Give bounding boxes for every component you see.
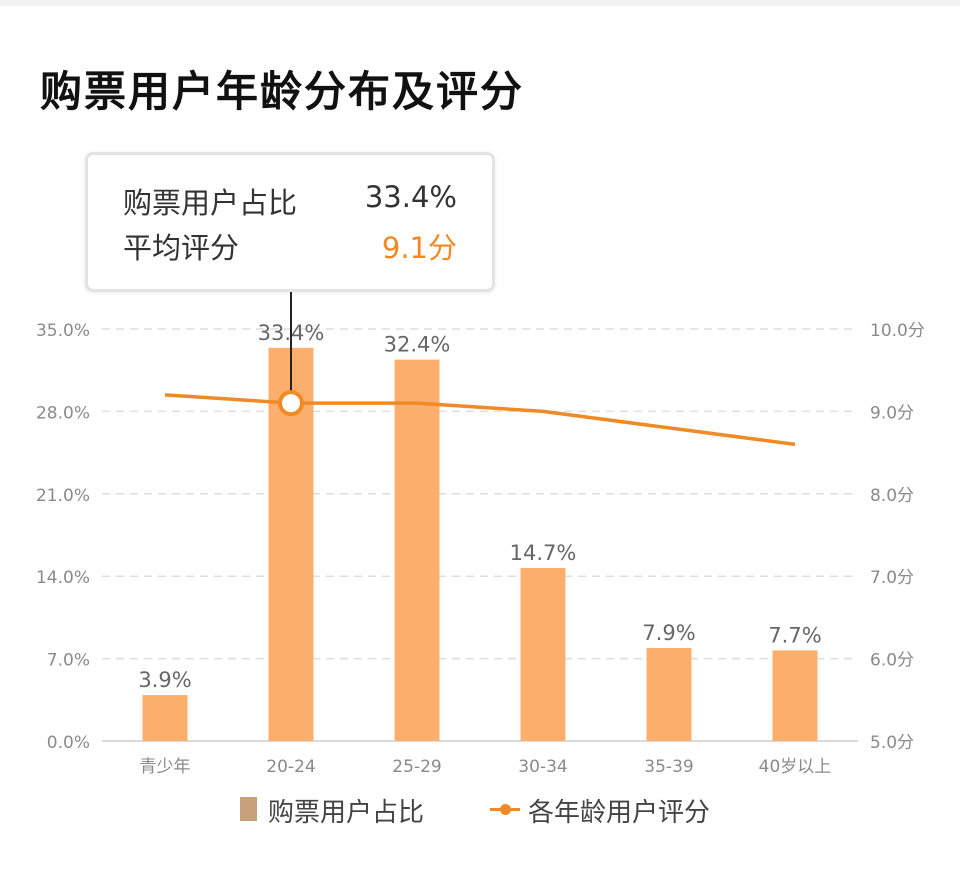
x-tick-label: 20-24 <box>266 757 315 777</box>
legend-bar-label: 购票用户占比 <box>268 798 425 828</box>
legend-bar-swatch <box>240 797 257 821</box>
y-right-tick-label: 6.0分 <box>870 651 914 671</box>
y-right-tick-label: 5.0分 <box>870 733 914 753</box>
y-right-tick-label: 9.0分 <box>870 403 914 423</box>
tooltip-score-label: 平均评分 <box>123 231 240 265</box>
bar-value-label: 3.9% <box>138 668 191 692</box>
tooltip-score-value: 9.1分 <box>381 231 457 265</box>
bar <box>394 359 440 741</box>
y-left-tick-label: 7.0% <box>47 651 90 671</box>
chart-tooltip: 购票用户占比 33.4% 平均评分 9.1分 <box>85 152 495 292</box>
x-tick-label: 40岁以上 <box>759 757 832 777</box>
tooltip-row-share: 购票用户占比 33.4% <box>123 180 457 224</box>
bar-value-label: 7.9% <box>642 621 695 645</box>
bar <box>646 648 692 741</box>
chart-title: 购票用户年龄分布及评分 <box>40 67 525 116</box>
tooltip-row-score: 平均评分 9.1分 <box>123 225 457 269</box>
bar-value-label: 32.4% <box>384 333 451 357</box>
x-tick-label: 35-39 <box>644 757 693 777</box>
y-right-tick-label: 8.0分 <box>870 486 914 506</box>
tooltip-share-label: 购票用户占比 <box>123 186 298 220</box>
legend-line-label: 各年龄用户评分 <box>528 798 711 828</box>
bar <box>520 567 566 741</box>
bar-value-label: 14.7% <box>510 541 577 565</box>
y-left-tick-label: 35.0% <box>36 321 90 341</box>
bar-value-label: 7.7% <box>768 623 821 647</box>
y-left-tick-label: 28.0% <box>36 403 90 423</box>
bar <box>772 650 818 741</box>
chart-legend: 购票用户占比 各年龄用户评分 <box>0 790 960 830</box>
bar <box>142 695 188 741</box>
y-right-tick-label: 7.0分 <box>870 568 914 588</box>
y-right-tick-label: 10.0分 <box>870 321 925 341</box>
x-tick-label: 25-29 <box>392 757 441 777</box>
x-tick-label: 30-34 <box>518 757 567 777</box>
y-left-tick-label: 0.0% <box>47 733 90 753</box>
legend-line-dot <box>500 804 511 815</box>
tooltip-share-value: 33.4% <box>364 180 457 214</box>
y-left-tick-label: 21.0% <box>36 486 90 506</box>
score-line <box>164 393 796 447</box>
x-tick-label: 青少年 <box>140 757 191 777</box>
y-left-tick-label: 14.0% <box>36 568 90 588</box>
top-bar <box>0 0 960 6</box>
highlighted-point <box>278 390 304 417</box>
